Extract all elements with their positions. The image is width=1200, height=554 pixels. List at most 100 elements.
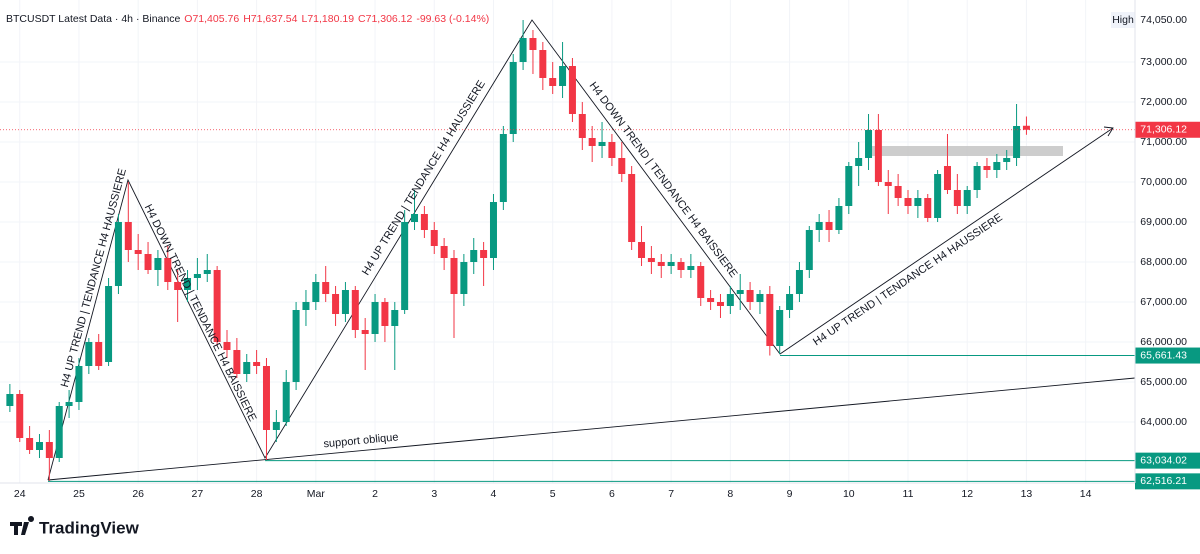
candle-body bbox=[568, 66, 576, 114]
candle-body bbox=[341, 290, 349, 314]
candle-body bbox=[450, 258, 458, 294]
candle-body bbox=[114, 222, 122, 286]
x-tick-label: 14 bbox=[1080, 488, 1092, 500]
ohlc-value: L71,180.19 bbox=[301, 13, 354, 25]
candle-body bbox=[233, 350, 241, 374]
high-marker-text: High bbox=[1112, 14, 1134, 26]
candle-body bbox=[815, 222, 823, 230]
candle-body bbox=[608, 142, 616, 158]
symbol: BTCUSDT Latest Data · 4h · Binance bbox=[6, 13, 180, 25]
candle-body bbox=[707, 298, 715, 302]
candle-body bbox=[638, 242, 646, 258]
y-tick-label: 69,000.00 bbox=[1140, 216, 1187, 228]
candle-body bbox=[1013, 126, 1021, 158]
candle-body bbox=[904, 198, 912, 206]
candle-body bbox=[272, 422, 280, 430]
drawings bbox=[47, 19, 1136, 481]
candle-body bbox=[154, 258, 162, 270]
candle-body bbox=[470, 250, 478, 262]
candle-body bbox=[983, 166, 991, 170]
candle-body bbox=[667, 262, 675, 266]
ohlc: O71,405.76 H71,637.54 L71,180.19 C71,306.12… bbox=[184, 13, 489, 25]
candle-body bbox=[618, 158, 626, 174]
candle-body bbox=[144, 254, 152, 270]
candle-body bbox=[697, 266, 705, 298]
candle-body bbox=[184, 278, 192, 290]
x-tick-label: 26 bbox=[132, 488, 144, 500]
candle-body bbox=[16, 394, 24, 438]
candle-body bbox=[253, 362, 261, 366]
candle-body bbox=[835, 206, 843, 230]
y-tick-label: 70,000.00 bbox=[1140, 176, 1187, 188]
price-level-label: 63,034.02 bbox=[1140, 454, 1187, 466]
candle-body bbox=[213, 270, 221, 342]
logo-mark bbox=[10, 516, 35, 535]
candle-body bbox=[559, 66, 567, 86]
price-level-box bbox=[1135, 452, 1200, 469]
ohlc-value: C71,306.12 bbox=[358, 13, 412, 25]
x-tick-label: 28 bbox=[251, 488, 263, 500]
candle-body bbox=[924, 198, 932, 218]
candle-body bbox=[381, 302, 389, 326]
candle-body bbox=[628, 174, 636, 242]
candle-body bbox=[687, 266, 695, 270]
candle-body bbox=[499, 134, 507, 202]
candle-body bbox=[460, 262, 468, 294]
candle-body bbox=[35, 442, 43, 450]
candle-body bbox=[26, 438, 34, 450]
candle-body bbox=[292, 310, 300, 382]
candle-body bbox=[440, 246, 448, 258]
candle-body bbox=[193, 274, 201, 278]
x-tick-label: Mar bbox=[307, 488, 326, 500]
change: -99.63 (-0.14%) bbox=[416, 13, 489, 25]
candle-body bbox=[45, 442, 53, 458]
x-tick-label: 5 bbox=[550, 488, 556, 500]
candle-body bbox=[825, 222, 833, 230]
candle-body bbox=[795, 270, 803, 294]
x-tick-label: 2 bbox=[372, 488, 378, 500]
ohlc-value: H71,637.54 bbox=[243, 13, 297, 25]
support-line bbox=[47, 377, 1136, 481]
candle-body bbox=[75, 366, 83, 402]
x-tick-label: 10 bbox=[843, 488, 855, 500]
candle-body bbox=[312, 282, 320, 302]
candle-body bbox=[963, 190, 971, 206]
candle-body bbox=[65, 402, 73, 406]
price-level-label: 65,661.43 bbox=[1140, 349, 1187, 361]
candles bbox=[6, 20, 1030, 482]
candle-body bbox=[1022, 125, 1030, 130]
trend-line bbox=[47, 19, 1114, 481]
candle-body bbox=[55, 406, 63, 458]
candle-body bbox=[884, 182, 892, 186]
candle-body bbox=[657, 262, 665, 266]
header: BTCUSDT Latest Data · 4h · Binance O71,40… bbox=[6, 13, 489, 25]
candle-body bbox=[164, 258, 172, 282]
candle-body bbox=[420, 214, 428, 230]
x-tick-label: 6 bbox=[609, 488, 615, 500]
candle-body bbox=[953, 190, 961, 206]
x-tick-label: 8 bbox=[727, 488, 733, 500]
resistance-zone bbox=[868, 146, 1063, 156]
candle-body bbox=[934, 174, 942, 218]
y-tick-label: 72,000.00 bbox=[1140, 96, 1187, 108]
price-level-label: 62,516.21 bbox=[1140, 475, 1187, 487]
last-price-label: 71,306.12 bbox=[1140, 124, 1187, 136]
candle-body bbox=[716, 302, 724, 306]
x-tick-label: 13 bbox=[1021, 488, 1033, 500]
candle-body bbox=[430, 230, 438, 246]
candle-body bbox=[973, 166, 981, 190]
candle-body bbox=[677, 262, 685, 270]
candle-body bbox=[371, 302, 379, 334]
candle-body bbox=[786, 294, 794, 310]
y-tick-label: 67,000.00 bbox=[1140, 296, 1187, 308]
x-tick-label: 4 bbox=[491, 488, 497, 500]
candle-body bbox=[539, 50, 547, 78]
candle-body bbox=[282, 382, 290, 422]
candle-body bbox=[174, 282, 182, 290]
candle-body bbox=[302, 302, 310, 310]
candle-body bbox=[549, 78, 557, 86]
candle-body bbox=[95, 342, 103, 366]
arrow-head bbox=[1103, 126, 1114, 137]
candle-body bbox=[262, 366, 270, 430]
